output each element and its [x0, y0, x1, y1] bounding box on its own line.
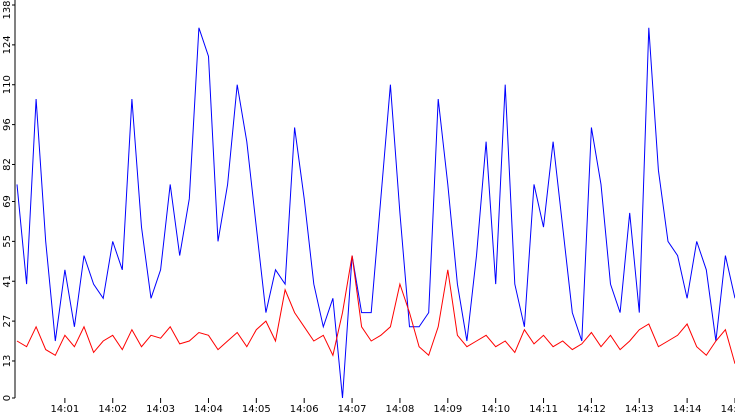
- x-tick-label: 14:02: [98, 404, 127, 415]
- x-tick-label: 14:10: [481, 404, 510, 415]
- x-tick-label: 14:11: [529, 404, 558, 415]
- y-tick-label: 138: [2, 0, 13, 19]
- y-tick-label: 27: [2, 315, 13, 328]
- y-tick-label: 82: [2, 158, 13, 171]
- x-tick-label: 14:05: [242, 404, 271, 415]
- y-tick-label: 124: [2, 35, 13, 54]
- x-tick-label: 14:14: [673, 404, 702, 415]
- x-tick-label: 14:04: [194, 404, 223, 415]
- x-tick-label: 14:13: [625, 404, 654, 415]
- y-tick-label: 96: [2, 118, 13, 131]
- x-tick-label: 14:08: [386, 404, 415, 415]
- y-tick-label: 55: [2, 235, 13, 248]
- y-tick-label: 13: [2, 355, 13, 368]
- y-tick-label: 69: [2, 195, 13, 208]
- series-line: [16, 255, 735, 364]
- x-tick-label: 14:12: [577, 404, 606, 415]
- x-tick-label: 14:15: [721, 404, 735, 415]
- x-tick-label: 14:07: [338, 404, 367, 415]
- y-tick-label: 110: [2, 75, 13, 94]
- x-tick-label: 14:09: [433, 404, 462, 415]
- x-tick-label: 14:06: [290, 404, 319, 415]
- series-line: [16, 27, 735, 399]
- x-tick-label: 14:03: [146, 404, 175, 415]
- y-tick-label: 0: [2, 395, 13, 401]
- y-tick-label: 41: [2, 275, 13, 288]
- x-tick-label: 14:01: [50, 404, 79, 415]
